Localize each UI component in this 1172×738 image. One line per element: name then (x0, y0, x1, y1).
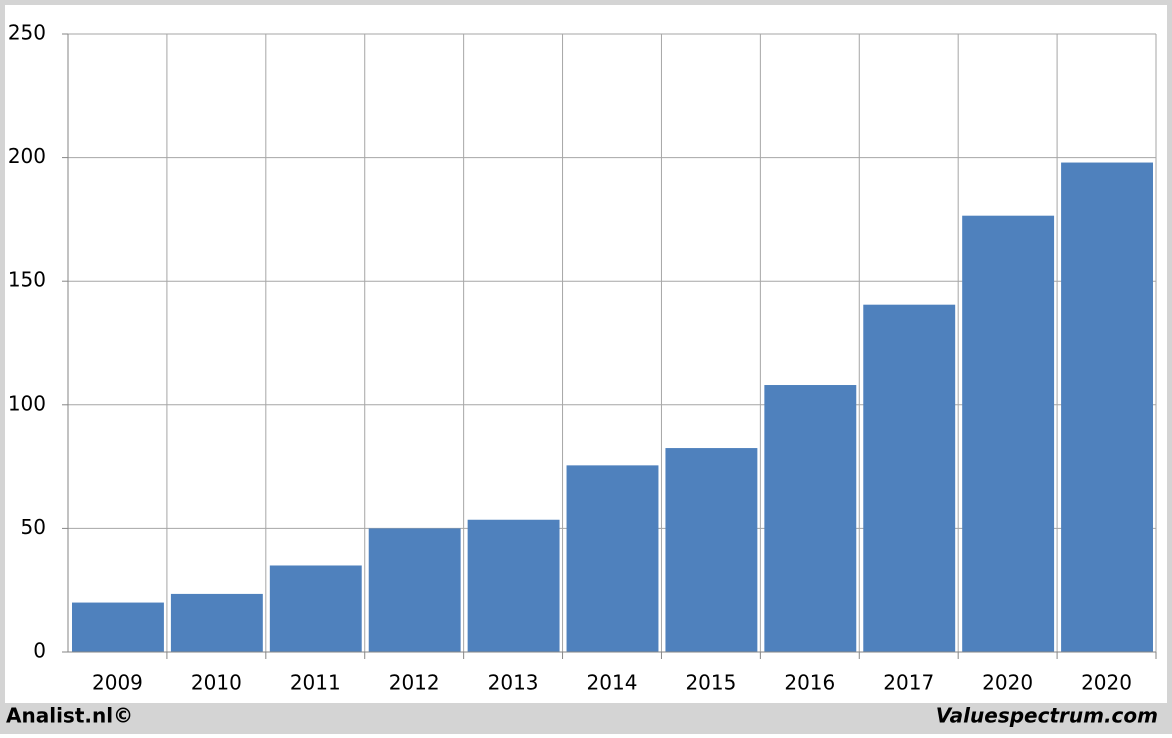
y-tick-label: 250 (8, 21, 46, 45)
y-tick-label: 50 (21, 515, 46, 539)
bar (467, 519, 560, 652)
x-tick-label: 2017 (883, 671, 934, 695)
y-tick-label: 150 (8, 268, 46, 292)
x-tick-label: 2020 (1081, 671, 1132, 695)
bar (368, 528, 461, 652)
bar (170, 593, 263, 652)
bar (962, 215, 1055, 652)
bar (566, 465, 659, 652)
x-tick-label: 2009 (92, 671, 143, 695)
bar (863, 304, 956, 652)
y-tick-label: 100 (8, 391, 46, 415)
x-tick-label: 2020 (982, 671, 1033, 695)
bar (1061, 162, 1153, 652)
x-tick-label: 2015 (685, 671, 736, 695)
x-tick-label: 2014 (587, 671, 638, 695)
footer-left: Analist.nl© (6, 704, 133, 728)
footer-right: Valuespectrum.com (936, 704, 1158, 728)
x-tick-label: 2011 (290, 671, 341, 695)
bar (269, 565, 362, 652)
x-tick-label: 2010 (191, 671, 242, 695)
bar (665, 448, 758, 652)
y-tick-label: 0 (33, 639, 46, 663)
y-tick-label: 200 (8, 144, 46, 168)
x-tick-label: 2016 (784, 671, 835, 695)
x-tick-label: 2013 (488, 671, 539, 695)
bar (72, 602, 164, 652)
bar (764, 385, 857, 652)
x-tick-label: 2012 (389, 671, 440, 695)
